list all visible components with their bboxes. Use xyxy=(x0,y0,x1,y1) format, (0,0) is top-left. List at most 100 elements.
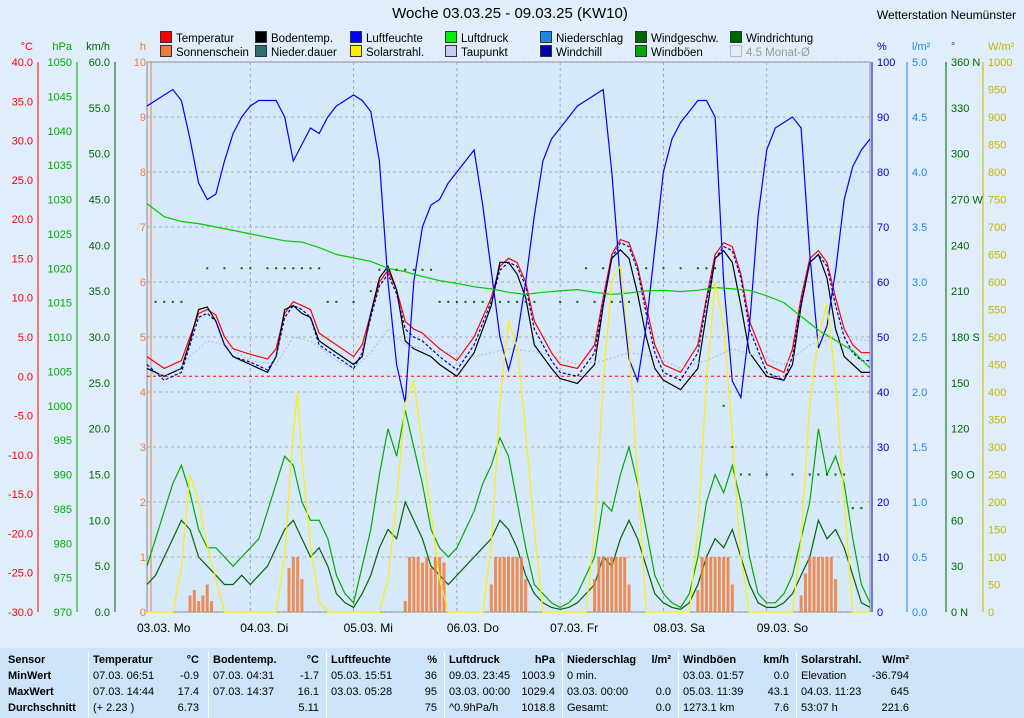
wind-direction-point xyxy=(249,267,252,270)
legend-item-windgeschw[interactable]: Windgeschw. xyxy=(635,31,719,45)
axis-tick-label: 10.0 xyxy=(89,515,110,527)
legend-item-niederdauer[interactable]: Nieder.dauer xyxy=(255,45,337,59)
wind-direction-point xyxy=(223,267,226,270)
legend-item-luftfeuchte[interactable]: Luftfeuchte xyxy=(350,31,423,45)
axis-tick-label: 1050 xyxy=(48,57,72,69)
legend-item-temperatur[interactable]: Temperatur xyxy=(160,31,234,45)
sunshine-bar xyxy=(623,557,627,612)
axis-tick-label: 55.0 xyxy=(89,103,110,115)
axis-tick-label: 0.0 xyxy=(912,607,927,619)
stats-head: Sensor xyxy=(4,652,84,668)
stats-head: Windböen km/h xyxy=(679,652,795,668)
stats-head: Luftfeuchte% xyxy=(327,652,443,668)
legend-swatch xyxy=(445,45,457,57)
wind-direction-point xyxy=(851,507,854,510)
wind-direction-point xyxy=(628,300,630,303)
stats-cell-date: 53:07 h xyxy=(801,702,838,714)
sunshine-bar xyxy=(821,557,825,612)
legend-item-windboen[interactable]: Windböen xyxy=(635,45,703,59)
wind-direction-point xyxy=(619,300,622,303)
wind-direction-point xyxy=(662,267,665,270)
axis-temp: 40.0 35.0 30.0 25.0 20.0 15.0 10.0 5.0 0.0 -5.0 -1… xyxy=(8,41,39,619)
wind-direction-point xyxy=(240,267,243,270)
stats-row: 0 min. xyxy=(563,668,677,684)
axis-tick-label: 1000 xyxy=(988,57,1012,69)
legend-item-windchill[interactable]: Windchill xyxy=(540,45,602,59)
axis-tick-label: 1030 xyxy=(48,195,72,207)
wind-direction-point xyxy=(283,267,286,270)
stats-col-luftfeuchte: Luftfeuchte% 05.03. 15:51 36 03.03. 05:28 95… xyxy=(326,652,443,718)
sunshine-bar xyxy=(403,601,407,612)
axis-tick-label: 0 xyxy=(140,607,146,619)
wind-direction-point xyxy=(412,268,415,271)
series-line xyxy=(146,500,871,610)
legend-item-luftdruck[interactable]: Luftdruck xyxy=(445,31,508,45)
legend-swatch xyxy=(350,31,362,43)
sunshine-bar xyxy=(210,601,214,612)
sunshine-bar xyxy=(696,590,700,612)
axis-tick-label: 980 xyxy=(54,538,72,550)
axis-tick-label: 500 xyxy=(988,332,1006,344)
axis-tick-label: 210 xyxy=(951,286,969,298)
axis-tick-label: 5.0 xyxy=(18,332,33,344)
axis-tick-label: 150 xyxy=(988,525,1006,537)
wind-direction-point xyxy=(206,267,209,270)
sunshine-bar xyxy=(610,557,614,612)
axis-tick-label: 5.0 xyxy=(912,57,927,69)
x-tick-label: 08.03. Sa xyxy=(653,621,705,635)
axis-tick-label: 800 xyxy=(988,167,1006,179)
series-sonnenschein xyxy=(188,557,838,612)
legend-swatch xyxy=(540,31,552,43)
legend-item-windrichtung[interactable]: Windrichtung xyxy=(730,31,813,45)
legend-label: Luftdruck xyxy=(461,33,509,45)
axis-tick-label: 60 xyxy=(951,515,963,527)
wind-direction-point xyxy=(455,300,458,303)
axis-tick-label: 40.0 xyxy=(89,240,110,252)
stats-head: Solarstrahl. W/m² xyxy=(797,652,915,668)
stats-row: 75 xyxy=(327,700,443,716)
x-axis: 03.03. Mo 04.03. Di 05.03. Mi 06.03. Do 07.0… xyxy=(137,621,808,635)
axis-tick-label: 600 xyxy=(988,277,1006,289)
axis-tick-label: 3.5 xyxy=(912,222,927,234)
stats-row: 5.11 xyxy=(209,700,325,716)
axis-tick-label: 450 xyxy=(988,360,1006,372)
stats-row: 04.03. 11:23 645 xyxy=(797,684,915,700)
stats-cell-value: 36 xyxy=(424,670,437,682)
legend-item-niederschlag[interactable]: Niederschlag xyxy=(540,31,623,45)
legend-label: Niederschlag xyxy=(556,33,624,45)
sunshine-bar xyxy=(408,557,412,612)
legend-swatch xyxy=(540,45,552,57)
stats-cell-value: 0.0 xyxy=(655,702,671,714)
legend-item-solarstrahl[interactable]: Solarstrahl. xyxy=(350,45,424,59)
series-line xyxy=(146,88,871,404)
stats-row: MinWert xyxy=(4,668,84,684)
axis-tick-label: 1020 xyxy=(48,263,72,275)
stats-row: 05.03. 15:51 36 xyxy=(327,668,443,684)
stats-head-label: Luftfeuchte xyxy=(331,654,391,666)
axis-tick-label: 9 xyxy=(140,112,146,124)
axis-unit: °C xyxy=(21,41,33,53)
sunshine-bar xyxy=(498,557,502,612)
axis-tick-label: 4.5 xyxy=(912,112,927,124)
axis-tick-label: 15.0 xyxy=(12,253,33,265)
legend-label: Solarstrahl. xyxy=(366,47,425,59)
wind-direction-point xyxy=(326,300,329,303)
wind-direction-point xyxy=(602,267,605,270)
series-solarstrahl- xyxy=(147,263,870,613)
sunshine-bar xyxy=(605,557,609,612)
legend-item-sonnenschein[interactable]: Sonnenschein xyxy=(160,45,249,59)
stats-cell-date: (+ 2.23 ) xyxy=(93,702,135,714)
legend-item-taupunkt[interactable]: Taupunkt xyxy=(445,45,508,59)
stats-cell-value: 43.1 xyxy=(767,686,789,698)
sunshine-bar xyxy=(726,557,730,612)
legend-item-monat-avg[interactable]: 4.5 Monat-Ø xyxy=(730,45,810,59)
stats-cell-value: -36.794 xyxy=(871,670,909,682)
axis-unit: ° xyxy=(951,41,955,53)
legend-swatch xyxy=(730,31,742,43)
axis-tick-label: 40.0 xyxy=(12,57,33,69)
stats-col-temperatur: Temperatur °C 07.03. 06:51 -0.9 07.03. 14:44… xyxy=(88,652,205,718)
axis-tick-label: 100 xyxy=(877,57,895,69)
legend-item-bodentemp[interactable]: Bodentemp. xyxy=(255,31,333,45)
stats-row: 03.03. 05:28 95 xyxy=(327,684,443,700)
sunshine-bar xyxy=(829,557,833,612)
